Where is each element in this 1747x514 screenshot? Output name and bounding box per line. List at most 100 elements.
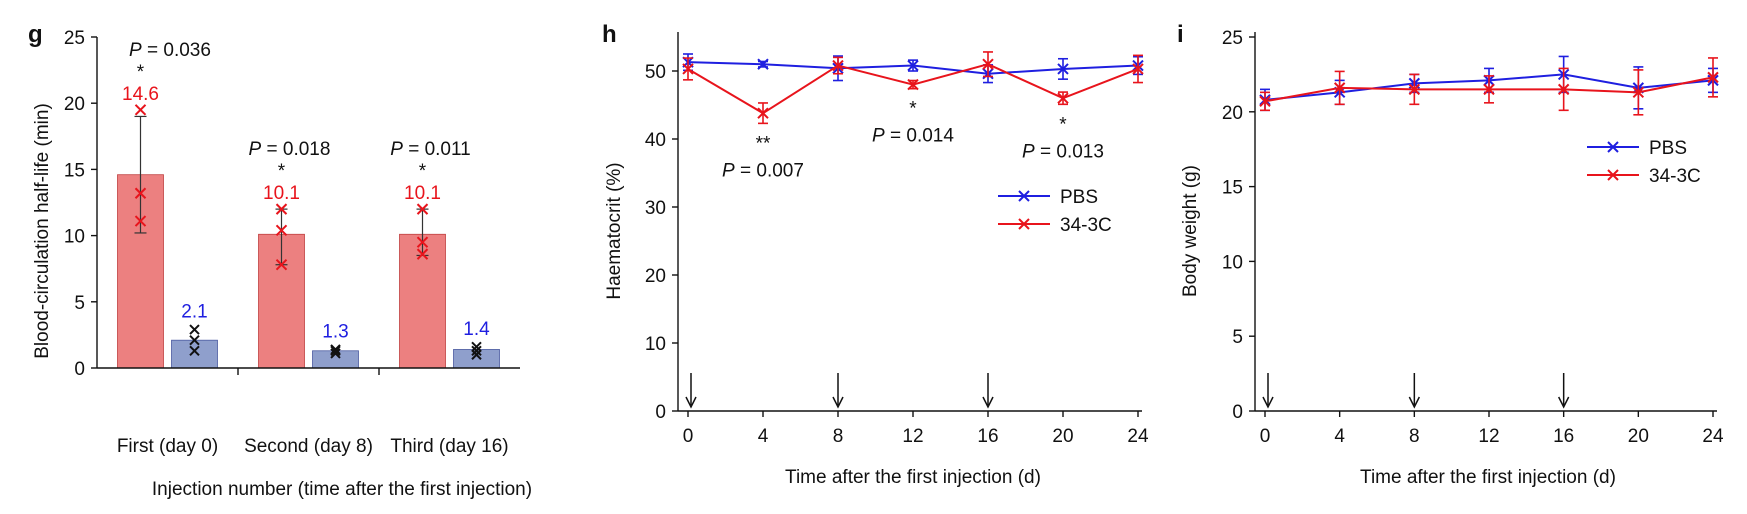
legend-label-34-3C-h: 34-3C <box>1060 215 1112 236</box>
y-tick-label-i: 5 <box>1232 327 1243 348</box>
data-point-34-3C-h <box>1057 92 1069 104</box>
legend-marker-PBS-i <box>1607 141 1619 153</box>
data-point-34-3C-i <box>1333 82 1346 94</box>
y-axis-label-h: Haematocrit (%) <box>604 162 625 299</box>
value-label-34-3C: 14.6 <box>122 84 159 105</box>
x-tick-label-h: 24 <box>1127 426 1149 447</box>
y-tick-label-h: 0 <box>655 402 666 423</box>
legend-label-34-3C-i: 34-3C <box>1649 166 1701 187</box>
data-point-PBS <box>330 345 341 356</box>
data-point-34-3C-h <box>982 58 994 70</box>
significance-stars-h: ** <box>756 133 771 154</box>
data-point-34-3C <box>416 248 429 260</box>
p-value-label-h: P = 0.013 <box>1022 141 1104 162</box>
value-label-PBS: 2.1 <box>181 302 207 323</box>
significance-stars-h: * <box>909 99 917 120</box>
value-label-34-3C: 10.1 <box>404 183 441 204</box>
data-point-34-3C <box>416 203 429 215</box>
panel-letter-h: h <box>602 21 617 48</box>
y-tick-label-g: 0 <box>74 359 85 380</box>
p-value-label-h: P = 0.007 <box>722 160 804 181</box>
x-tick-label-i: 12 <box>1478 426 1499 447</box>
data-point-34-3C <box>275 203 288 215</box>
x-axis-label-h: Time after the first injection (d) <box>785 467 1041 488</box>
data-point-34-3C-h <box>832 59 844 72</box>
x-axis-label-g: Injection number (time after the first i… <box>152 479 532 500</box>
legend-label-PBS-i: PBS <box>1649 138 1687 159</box>
y-tick-label-g: 15 <box>64 160 85 181</box>
data-point-34-3C <box>275 259 288 271</box>
legend-marker-34-3C-h <box>1018 218 1030 230</box>
data-point-34-3C <box>134 187 147 199</box>
data-point-34-3C-h <box>682 63 694 75</box>
injection-arrowhead-h <box>982 396 994 409</box>
legend-label-PBS-h: PBS <box>1060 187 1098 208</box>
value-label-34-3C: 10.1 <box>263 183 300 204</box>
data-point-34-3C-i <box>1408 83 1421 96</box>
x-tick-label-i: 8 <box>1409 426 1420 447</box>
y-tick-label-i: 25 <box>1222 28 1243 49</box>
panel-h-line-chart: 0 10 20 30 40 50 0 4 8 12 16 20 24 ** P = 0.007 * P = 0.… <box>604 32 1149 488</box>
y-tick-label-h: 20 <box>645 266 666 287</box>
x-tick-label-i: 16 <box>1553 426 1574 447</box>
data-point-PBS <box>189 334 200 346</box>
y-tick-label-i: 10 <box>1222 252 1243 273</box>
y-axis-label-i: Body weight (g) <box>1180 165 1201 297</box>
x-tick-label-h: 8 <box>833 426 844 447</box>
data-point-PBS-h <box>757 58 769 70</box>
x-tick-label-i: 4 <box>1334 426 1345 447</box>
y-tick-label-i: 20 <box>1222 103 1243 124</box>
injection-arrowhead-i <box>1557 396 1570 409</box>
data-point-PBS <box>330 348 341 359</box>
data-point-34-3C-i <box>1557 83 1570 96</box>
y-tick-label-g: 5 <box>74 293 85 314</box>
x-tick-label-h: 20 <box>1052 426 1073 447</box>
y-tick-label-h: 40 <box>645 130 666 151</box>
p-value-label-g: P = 0.011 <box>390 139 470 160</box>
data-point-34-3C-h <box>1132 63 1144 75</box>
y-tick-label-i: 15 <box>1222 178 1243 199</box>
data-point-PBS-h <box>907 59 919 72</box>
data-point-34-3C-i <box>1483 83 1495 96</box>
y-axis-label-g: Blood-circulation half-life (min) <box>32 103 53 359</box>
x-tick-label-h: 16 <box>977 426 998 447</box>
injection-arrowhead-i <box>1262 396 1274 409</box>
data-point-PBS <box>189 324 200 335</box>
x-tick-label-h: 0 <box>683 426 694 447</box>
data-point-PBS <box>471 345 482 356</box>
y-tick-label-i: 0 <box>1232 402 1243 423</box>
x-tick-label-i: 20 <box>1628 426 1649 447</box>
y-tick-label-g: 25 <box>64 28 85 49</box>
significance-stars-g: * <box>278 161 286 182</box>
bar-34-3C <box>399 233 446 369</box>
x-axis-label-i: Time after the first injection (d) <box>1360 467 1616 488</box>
bar-PBS <box>171 339 218 369</box>
x-category-label-g: First (day 0) <box>117 436 218 457</box>
data-point-PBS <box>471 341 482 353</box>
y-tick-label-h: 30 <box>645 198 666 219</box>
legend-marker-34-3C-i <box>1607 169 1619 181</box>
x-category-label-g: Second (day 8) <box>244 436 373 457</box>
p-value-label-h: P = 0.014 <box>872 126 954 147</box>
data-point-34-3C <box>134 104 147 116</box>
y-tick-label-h: 10 <box>645 334 666 355</box>
y-tick-label-g: 20 <box>64 94 85 115</box>
injection-arrowhead-i <box>1408 396 1421 409</box>
injection-arrowhead-h <box>685 396 697 409</box>
data-point-34-3C <box>134 215 147 227</box>
significance-stars-h: * <box>1059 114 1067 135</box>
y-tick-label-g: 10 <box>64 227 85 248</box>
x-tick-label-i: 24 <box>1702 426 1724 447</box>
panel-g-bar-chart: 0 5 10 15 20 25 First (day 0) 14.6 * P = 0.036 2.… <box>32 28 532 500</box>
bar-PBS <box>453 349 500 369</box>
p-value-label-g: P = 0.018 <box>249 139 331 160</box>
panel-letter-g: g <box>28 21 43 48</box>
x-tick-label-h: 12 <box>902 426 923 447</box>
injection-arrowhead-h <box>832 396 844 409</box>
legend-marker-PBS-h <box>1018 190 1030 202</box>
data-point-34-3C-h <box>757 107 769 119</box>
data-point-PBS <box>189 345 200 356</box>
p-value-label-g: P = 0.036 <box>129 40 211 61</box>
data-point-PBS <box>471 349 482 360</box>
data-point-34-3C <box>275 224 288 237</box>
